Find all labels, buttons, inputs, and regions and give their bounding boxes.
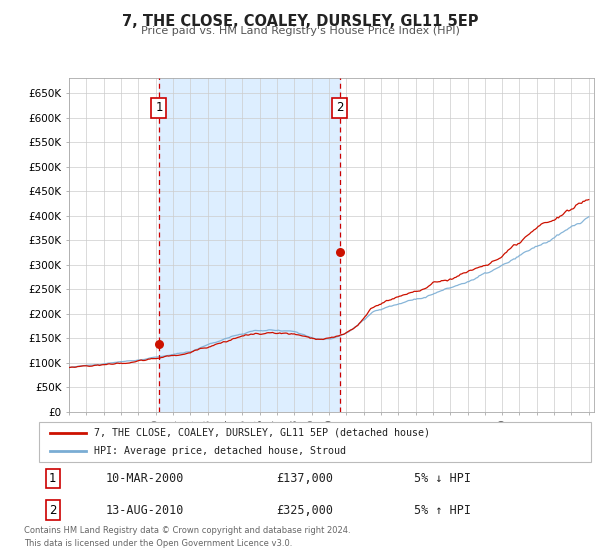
Text: 1: 1: [155, 101, 163, 114]
Text: Contains HM Land Registry data © Crown copyright and database right 2024.: Contains HM Land Registry data © Crown c…: [24, 526, 350, 535]
FancyBboxPatch shape: [39, 422, 591, 462]
Text: 7, THE CLOSE, COALEY, DURSLEY, GL11 5EP: 7, THE CLOSE, COALEY, DURSLEY, GL11 5EP: [122, 14, 478, 29]
Text: 7, THE CLOSE, COALEY, DURSLEY, GL11 5EP (detached house): 7, THE CLOSE, COALEY, DURSLEY, GL11 5EP …: [94, 428, 430, 437]
Text: Price paid vs. HM Land Registry's House Price Index (HPI): Price paid vs. HM Land Registry's House …: [140, 26, 460, 36]
Text: 2: 2: [336, 101, 343, 114]
Text: £137,000: £137,000: [277, 472, 334, 485]
Text: 10-MAR-2000: 10-MAR-2000: [105, 472, 184, 485]
Text: 2: 2: [49, 503, 56, 516]
Bar: [159, 78, 340, 412]
Text: 1: 1: [49, 472, 56, 485]
Text: 5% ↑ HPI: 5% ↑ HPI: [415, 503, 472, 516]
Text: £325,000: £325,000: [277, 503, 334, 516]
Text: 5% ↓ HPI: 5% ↓ HPI: [415, 472, 472, 485]
Text: 13-AUG-2010: 13-AUG-2010: [105, 503, 184, 516]
Text: This data is licensed under the Open Government Licence v3.0.: This data is licensed under the Open Gov…: [24, 539, 292, 548]
Text: HPI: Average price, detached house, Stroud: HPI: Average price, detached house, Stro…: [94, 446, 346, 456]
